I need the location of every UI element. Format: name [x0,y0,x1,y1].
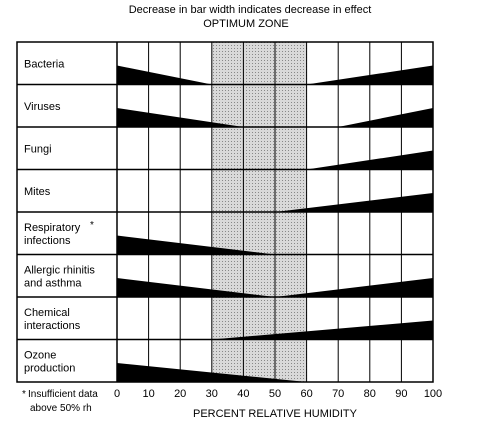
row-label-3-line-0: Mites [24,186,51,198]
effect-wedge-3-0 [275,193,433,212]
effect-wedge-5-0 [117,278,275,297]
effect-wedge-4-0 [117,235,275,255]
row-label-4-line-0: Respiratory [24,222,81,234]
footnote-marker: * [22,389,26,400]
footnote-text-line-1: Insufficient data [28,389,98,400]
x-tick-label-80: 80 [364,388,376,400]
x-tick-label-40: 40 [237,388,249,400]
effect-wedge-5-1 [275,278,433,297]
row-label-2-line-0: Fungi [24,143,52,155]
row-label-7-line-0: Ozone [24,349,56,361]
optimum-zone-label: OPTIMUM ZONE [203,18,289,30]
row-label-6-line-0: Chemical [24,307,70,319]
row-label-7-line-1: production [24,362,75,374]
row-label-6-line-1: interactions [24,320,81,332]
x-tick-label-30: 30 [206,388,218,400]
row-label-1-line-0: Viruses [24,101,61,113]
footnote-text-line-2: above 50% rh [30,403,92,414]
x-tick-label-60: 60 [300,388,312,400]
x-axis-label: PERCENT RELATIVE HUMIDITY [193,408,358,420]
x-tick-label-20: 20 [174,388,186,400]
row-label-0-line-0: Bacteria [24,58,65,70]
row-label-5-line-1: and asthma [24,277,82,289]
x-tick-label-50: 50 [269,388,281,400]
effect-wedge-0-0 [117,65,212,85]
x-tick-label-10: 10 [142,388,154,400]
x-tick-label-100: 100 [424,388,442,400]
effect-wedge-6-0 [211,320,433,340]
row-label-4-footnote-marker: * [90,220,94,231]
chart-title: Decrease in bar width indicates decrease… [128,4,372,16]
row-label-4-line-1: infections [24,235,71,247]
footnote: * Insufficient data above 50% rh [22,389,98,414]
x-tick-label-70: 70 [332,388,344,400]
row-label-5-line-0: Allergic rhinitis [24,264,95,276]
x-tick-label-0: 0 [114,388,120,400]
x-tick-label-90: 90 [395,388,407,400]
effect-wedge-1-1 [338,108,433,127]
